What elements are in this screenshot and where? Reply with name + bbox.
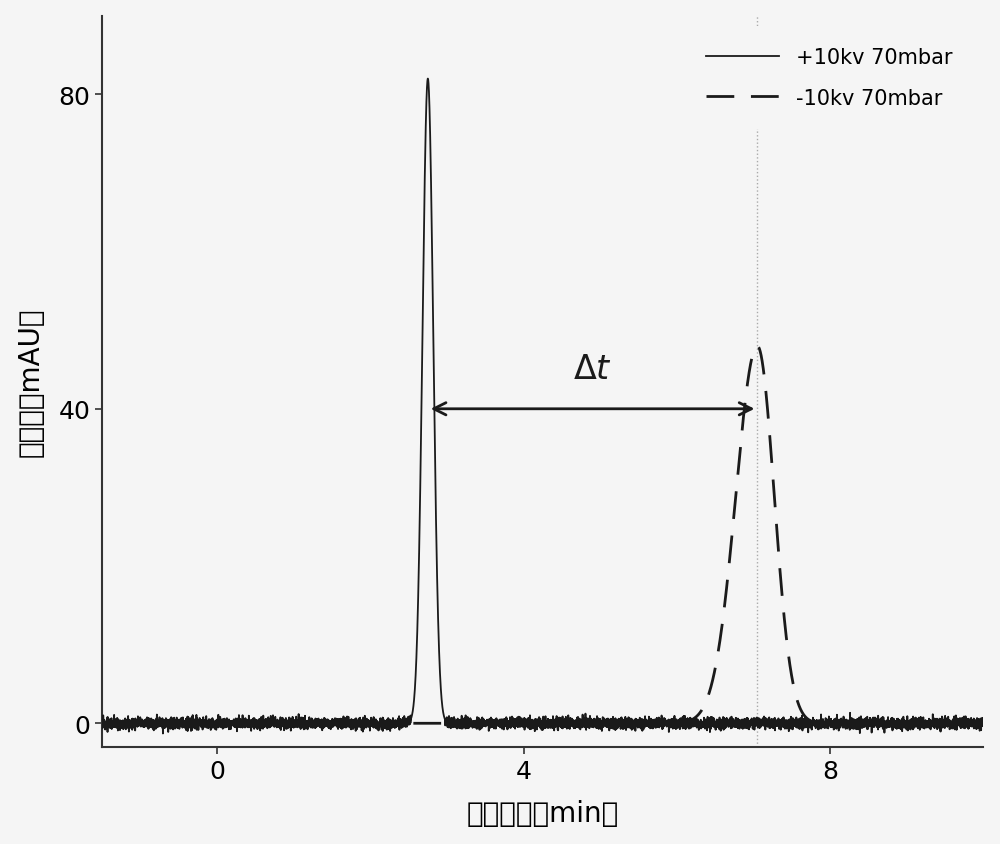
-10kv 70mbar [141,718,153,728]
Y-axis label: 吸光度（mAU）: 吸光度（mAU） [17,307,45,457]
-10kv 70mbar [96,718,108,728]
Line: -10kv 70mbar: -10kv 70mbar [102,347,983,723]
+10kv 70mbar [618,719,630,729]
+10kv 70mbar [415,410,427,420]
Text: $\Delta t$: $\Delta t$ [573,354,612,386]
Legend: +10kv 70mbar, -10kv 70mbar: +10kv 70mbar, -10kv 70mbar [685,27,973,129]
+10kv 70mbar [977,720,989,730]
-10kv 70mbar [415,718,427,728]
-10kv 70mbar [797,708,809,718]
+10kv 70mbar [750,717,762,727]
+10kv 70mbar [157,728,169,738]
+10kv 70mbar [797,721,809,731]
+10kv 70mbar [422,74,434,84]
+10kv 70mbar [141,717,153,727]
-10kv 70mbar [618,718,630,728]
X-axis label: 迁移时间（min）: 迁移时间（min） [467,799,619,827]
-10kv 70mbar [656,718,668,728]
-10kv 70mbar [977,718,989,728]
Line: +10kv 70mbar: +10kv 70mbar [102,79,983,733]
-10kv 70mbar [749,343,761,353]
+10kv 70mbar [656,724,668,734]
-10kv 70mbar [751,342,763,352]
+10kv 70mbar [96,717,108,728]
